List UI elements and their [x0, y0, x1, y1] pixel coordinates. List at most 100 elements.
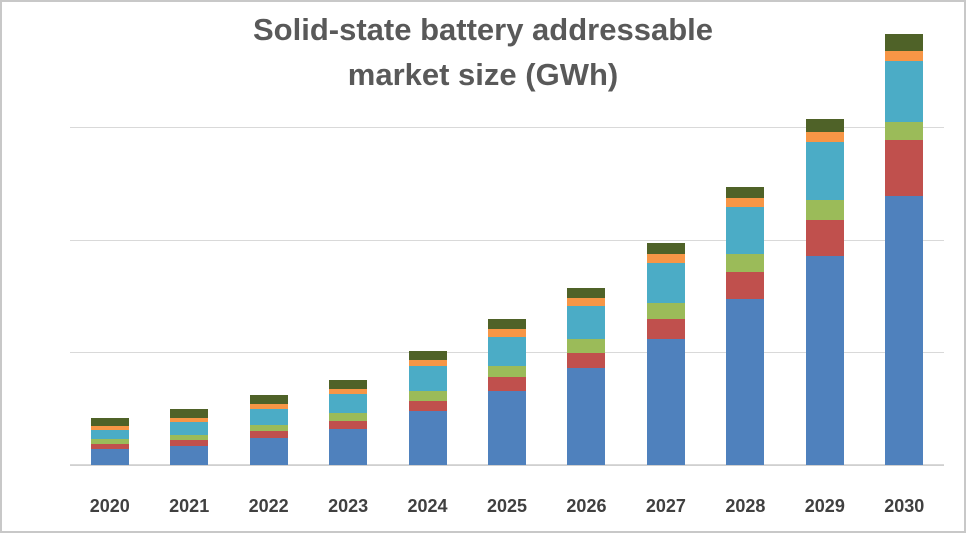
x-tick-label-2022: 2022 [248, 496, 289, 516]
bar-2026-segment-2-red [567, 352, 606, 369]
bar-2025-segment-4-teal [487, 337, 526, 367]
x-tick-label-2030: 2030 [884, 496, 925, 516]
bar-2022-segment-1-blue [249, 438, 288, 465]
bar-2021-segment-3-green [170, 434, 209, 441]
bar-2027-segment-4-teal [646, 262, 685, 304]
bar-2020 [90, 417, 129, 465]
gridline [70, 127, 944, 129]
bar-2027-segment-1-blue [646, 339, 685, 465]
bar-2028 [726, 186, 765, 465]
bar-2029-segment-1-blue [805, 256, 844, 465]
bar-2030-segment-4-teal [885, 60, 924, 122]
bar-2029-segment-3-green [805, 200, 844, 221]
bar-2030-segment-2-red [885, 139, 924, 196]
bar-2022-segment-3-green [249, 424, 288, 432]
bar-2020-segment-6-dark-green [90, 417, 129, 426]
bars-group [70, 16, 944, 465]
bar-2026-segment-6-dark-green [567, 287, 606, 298]
bar-2027-segment-3-green [646, 303, 685, 320]
bar-2030-segment-6-dark-green [885, 34, 924, 51]
bar-2020-segment-1-blue [90, 449, 129, 465]
bar-2023-segment-6-dark-green [329, 379, 368, 389]
bar-cell-2030 [865, 16, 944, 465]
bar-2021-segment-6-dark-green [170, 408, 209, 418]
bar-2023-segment-3-green [329, 413, 368, 422]
bar-cell-2028 [706, 16, 785, 465]
x-tick-label-2027: 2027 [645, 496, 686, 516]
bar-2025-segment-1-blue [487, 390, 526, 465]
bar-2028-segment-4-teal [726, 206, 765, 254]
bar-2029-segment-4-teal [805, 141, 844, 201]
bar-2023-segment-4-teal [329, 394, 368, 414]
bar-2020-segment-3-green [90, 439, 129, 445]
bar-2021-segment-5-orange [170, 417, 209, 423]
bar-2023 [329, 379, 368, 465]
bar-cell-2025 [467, 16, 546, 465]
bar-cell-2022 [229, 16, 308, 465]
x-tick-label-2021: 2021 [169, 496, 210, 516]
bar-cell-2026 [547, 16, 626, 465]
bar-2023-segment-2-red [329, 421, 368, 430]
bar-2025-segment-5-orange [487, 329, 526, 338]
bar-2030 [885, 34, 924, 465]
bar-2022 [249, 395, 288, 465]
bar-2027-segment-2-red [646, 319, 685, 340]
plot-area [70, 16, 944, 466]
bar-2030-segment-5-orange [885, 50, 924, 61]
bar-2024 [408, 350, 447, 465]
bar-2028-segment-2-red [726, 271, 765, 299]
bar-2028-segment-1-blue [726, 298, 765, 465]
x-tick-label-2025: 2025 [486, 496, 528, 516]
bar-2020-segment-4-teal [90, 429, 129, 440]
bar-cell-2020 [70, 16, 149, 465]
bar-2027-segment-6-dark-green [646, 242, 685, 255]
bar-2025 [487, 319, 526, 465]
bar-cell-2024 [388, 16, 467, 465]
bar-2022-segment-2-red [249, 431, 288, 439]
bar-2028-segment-3-green [726, 253, 765, 272]
bar-2024-segment-1-blue [408, 411, 447, 465]
bar-2026-segment-4-teal [567, 305, 606, 340]
bar-2029-segment-6-dark-green [805, 119, 844, 132]
bar-2030-segment-3-green [885, 121, 924, 140]
bar-2022-segment-6-dark-green [249, 395, 288, 405]
gridline [70, 239, 944, 241]
bar-2029-segment-2-red [805, 220, 844, 257]
bar-cell-2027 [626, 16, 705, 465]
bar-2024-segment-4-teal [408, 366, 447, 391]
bar-cell-2029 [785, 16, 864, 465]
bar-2022-segment-5-orange [249, 404, 288, 409]
bar-2021-segment-1-blue [170, 445, 209, 465]
bar-2026 [567, 287, 606, 465]
bar-2021 [170, 408, 209, 465]
bar-2020-segment-5-orange [90, 425, 129, 430]
bar-2029-segment-5-orange [805, 131, 844, 142]
bar-2027-segment-5-orange [646, 254, 685, 263]
bar-2024-segment-6-dark-green [408, 350, 447, 360]
bar-2029 [805, 119, 844, 465]
bar-2021-segment-4-teal [170, 422, 209, 435]
bar-2028-segment-5-orange [726, 197, 765, 207]
bar-2024-segment-2-red [408, 401, 447, 412]
bar-2026-segment-5-orange [567, 297, 606, 306]
x-tick-label-2023: 2023 [328, 496, 369, 516]
bar-cell-2023 [308, 16, 387, 465]
bar-cell-2021 [149, 16, 228, 465]
bar-2025-segment-6-dark-green [487, 319, 526, 330]
x-tick-label-2028: 2028 [725, 496, 766, 516]
x-tick-label-2026: 2026 [566, 496, 607, 516]
x-tick-label-2024: 2024 [407, 496, 448, 516]
bar-2026-segment-1-blue [567, 368, 606, 465]
x-axis: 2020 2021 2022 2023 2024 2025 2026 2027 2028 2029… [70, 496, 944, 517]
bar-2025-segment-3-green [487, 366, 526, 378]
bar-2021-segment-2-red [170, 440, 209, 446]
bar-2020-segment-2-red [90, 444, 129, 450]
bar-2024-segment-5-orange [408, 359, 447, 367]
bar-2023-segment-1-blue [329, 429, 368, 465]
bar-2023-segment-5-orange [329, 388, 368, 395]
bar-2028-segment-6-dark-green [726, 186, 765, 198]
bar-2027 [646, 242, 685, 465]
bar-2026-segment-3-green [567, 339, 606, 353]
x-tick-label-2020: 2020 [89, 496, 130, 516]
